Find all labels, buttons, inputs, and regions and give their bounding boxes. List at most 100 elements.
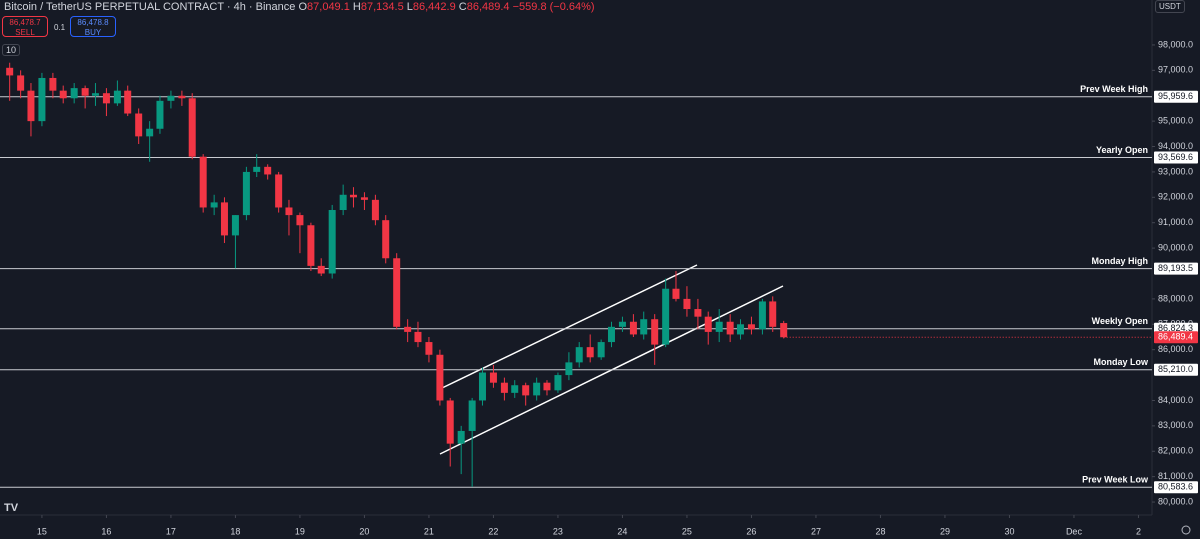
candle-body — [425, 342, 433, 355]
candle-body — [178, 95, 186, 99]
currency[interactable]: USDT — [1155, 0, 1185, 13]
buy-label: BUY — [84, 28, 102, 37]
candle-body — [349, 194, 357, 198]
candle-body — [275, 174, 283, 208]
candle-body — [672, 288, 680, 299]
symbol: Bitcoin / TetherUS PERPETUAL CONTRACT · … — [4, 1, 296, 13]
candle-body — [736, 324, 744, 335]
y-tick-label: 97,000.0 — [1158, 65, 1193, 75]
high: 87,134.5 — [360, 1, 404, 13]
level-price: 80,583.6 — [1158, 482, 1193, 492]
level-price-box — [1154, 262, 1198, 275]
candle-body — [747, 324, 755, 330]
candle-body — [210, 202, 218, 208]
candle-body — [199, 156, 207, 208]
candle-body — [49, 77, 57, 91]
level-name: Monday High — [1092, 256, 1149, 266]
candle-body — [683, 298, 691, 310]
candle-body — [522, 385, 530, 396]
candle-body — [382, 220, 390, 259]
x-tick-label: 28 — [875, 526, 885, 536]
candle-body — [253, 166, 261, 172]
candle-body — [511, 385, 519, 393]
y-tick-label: 95,000.0 — [1158, 116, 1193, 126]
candle-body — [70, 88, 78, 99]
x-tick-label: 17 — [166, 526, 176, 536]
y-tick-label: 92,000.0 — [1158, 192, 1193, 202]
candle-body — [146, 128, 154, 137]
candle-body — [81, 88, 89, 96]
candle-body — [296, 215, 304, 226]
buy-button[interactable]: 86,478.8 BUY — [70, 16, 116, 37]
candle-body — [758, 301, 766, 330]
y-tick-label: 90,000.0 — [1158, 242, 1193, 252]
candle-body — [618, 321, 626, 327]
x-tick-label: 20 — [359, 526, 369, 536]
candle-body — [533, 382, 541, 396]
candle-body — [575, 347, 583, 363]
y-tick-label: 91,000.0 — [1158, 217, 1193, 227]
level-price: 95,959.6 — [1158, 91, 1193, 101]
level-price: 86,824.3 — [1158, 323, 1193, 333]
candle-body — [59, 90, 67, 99]
candle-body — [360, 197, 368, 200]
change: −559.8 (−0.64%) — [512, 1, 595, 13]
candle-body — [554, 375, 562, 391]
candle-body — [17, 75, 25, 91]
candle-body — [607, 326, 615, 343]
sell-button[interactable]: 86,478.7 SELL — [2, 16, 48, 37]
candle-body — [328, 210, 336, 274]
candle-body — [113, 90, 121, 104]
candle-body — [662, 288, 670, 345]
candle-body — [414, 331, 422, 343]
level-price-box — [1154, 363, 1198, 376]
x-tick-label: 19 — [295, 526, 305, 536]
y-tick-label: 93,000.0 — [1158, 166, 1193, 176]
close: 86,489.4 — [466, 1, 510, 13]
x-tick-label: 21 — [424, 526, 434, 536]
candle-body — [597, 342, 605, 358]
h-label: H — [352, 1, 361, 13]
c-label: C — [458, 1, 467, 13]
x-tick-label: Dec — [1066, 526, 1083, 536]
settings-icon[interactable] — [1181, 525, 1191, 535]
y-tick-label: 81,000.0 — [1158, 471, 1193, 481]
candle-body — [167, 95, 175, 101]
candle-body — [91, 93, 99, 96]
level-price-box — [1154, 151, 1198, 164]
y-tick-label: 80,000.0 — [1158, 496, 1193, 506]
x-tick-label: 26 — [746, 526, 756, 536]
x-tick-label: 30 — [1004, 526, 1014, 536]
x-tick-label: 25 — [682, 526, 692, 536]
l-label: L — [406, 1, 413, 13]
candle-body — [317, 265, 325, 274]
level-name: Prev Week Low — [1082, 475, 1149, 485]
level-name: Monday Low — [1094, 357, 1149, 367]
level-price: 85,210.0 — [1158, 364, 1193, 374]
indicators-toggle[interactable]: 10 — [2, 44, 21, 56]
candle-body — [694, 309, 702, 317]
x-tick-label: 16 — [101, 526, 111, 536]
candle-body — [135, 113, 143, 137]
x-tick-label: 18 — [230, 526, 240, 536]
level-name: Yearly Open — [1096, 145, 1148, 155]
candle-body — [565, 362, 573, 376]
y-tick-label: 98,000.0 — [1158, 39, 1193, 49]
y-tick-label: 94,000.0 — [1158, 141, 1193, 151]
candle-body — [586, 347, 594, 358]
candle-body — [629, 321, 637, 335]
candle-body — [715, 321, 723, 332]
y-tick-label: 88,000.0 — [1158, 293, 1193, 303]
y-tick-label: 83,000.0 — [1158, 420, 1193, 430]
candle-body — [436, 354, 444, 401]
candle-body — [339, 194, 347, 211]
quantity: 0.1 — [54, 23, 66, 32]
candle-body — [468, 400, 476, 431]
candle-body — [38, 77, 46, 122]
o-label: O — [298, 1, 308, 13]
x-tick-label: 2 — [1136, 526, 1141, 536]
sell-label: SELL — [15, 28, 35, 37]
sell-price: 86,478.7 — [9, 18, 41, 27]
